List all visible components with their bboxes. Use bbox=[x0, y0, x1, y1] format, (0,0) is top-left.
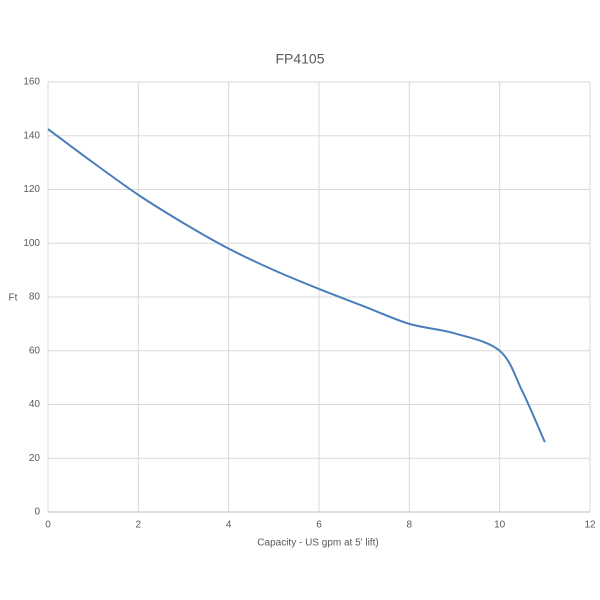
x-tick-label: 8 bbox=[407, 520, 413, 531]
y-axis-label: Ft bbox=[9, 293, 18, 304]
x-axis-label: Capacity - US gpm at 5' lift) bbox=[257, 538, 378, 549]
y-tick-label: 120 bbox=[23, 184, 40, 195]
x-tick-label: 2 bbox=[136, 520, 142, 531]
y-tick-label: 40 bbox=[29, 399, 41, 410]
y-tick-label: 160 bbox=[23, 77, 40, 88]
y-tick-label: 140 bbox=[23, 130, 40, 141]
x-tick-label: 6 bbox=[316, 520, 322, 531]
y-tick-label: 100 bbox=[23, 238, 40, 249]
y-tick-label: 60 bbox=[29, 345, 41, 356]
chart-title: FP4105 bbox=[275, 51, 324, 67]
y-tick-label: 0 bbox=[34, 507, 40, 518]
x-tick-label: 10 bbox=[494, 520, 506, 531]
x-tick-label: 0 bbox=[45, 520, 51, 531]
x-tick-label: 4 bbox=[226, 520, 232, 531]
y-tick-label: 20 bbox=[29, 453, 41, 464]
x-tick-label: 12 bbox=[584, 520, 596, 531]
y-tick-label: 80 bbox=[29, 292, 41, 303]
line-series bbox=[47, 128, 546, 443]
